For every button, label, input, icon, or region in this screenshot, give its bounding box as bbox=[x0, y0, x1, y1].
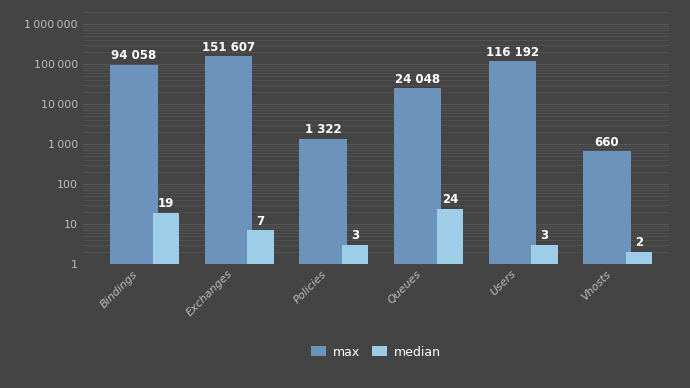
Text: 151 607: 151 607 bbox=[202, 41, 255, 54]
Text: 3: 3 bbox=[351, 229, 359, 242]
Bar bbox=[152, 213, 179, 388]
Text: 24 048: 24 048 bbox=[395, 73, 440, 86]
Bar bbox=[299, 139, 347, 388]
Text: 116 192: 116 192 bbox=[486, 46, 539, 59]
Bar bbox=[583, 151, 631, 388]
Bar bbox=[437, 209, 463, 388]
Bar bbox=[110, 65, 157, 388]
Text: 660: 660 bbox=[595, 135, 619, 149]
Bar bbox=[342, 245, 368, 388]
Text: 24: 24 bbox=[442, 193, 458, 206]
Text: 7: 7 bbox=[257, 215, 265, 228]
Bar bbox=[626, 252, 652, 388]
Text: 2: 2 bbox=[635, 236, 643, 249]
Text: 19: 19 bbox=[158, 197, 175, 210]
Text: 1 322: 1 322 bbox=[305, 123, 342, 137]
Bar bbox=[394, 88, 442, 388]
Bar bbox=[248, 230, 274, 388]
Bar bbox=[489, 61, 536, 388]
Bar bbox=[531, 245, 558, 388]
Bar bbox=[205, 57, 252, 388]
Text: 94 058: 94 058 bbox=[111, 49, 157, 62]
Text: 3: 3 bbox=[540, 229, 549, 242]
Legend: max, median: max, median bbox=[306, 341, 446, 364]
